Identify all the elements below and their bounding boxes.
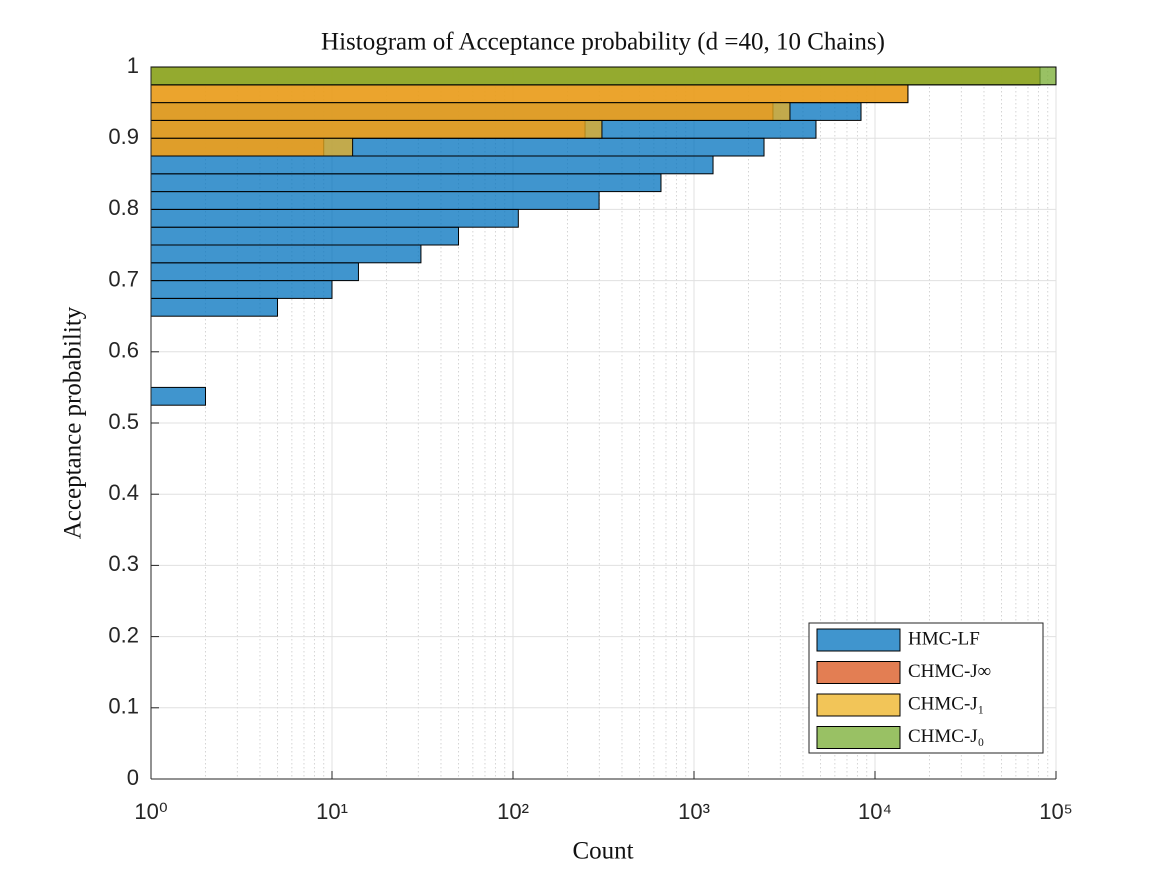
y-tick-label: 0.4 [108,480,139,505]
bar [150,244,422,264]
legend-label: HMC-LF [908,628,980,649]
legend-swatch [816,661,901,684]
x-tick-label: 10² [497,799,529,824]
legend-label: CHMC-J₁ [908,693,984,714]
y-tick-label: 0.3 [108,551,139,576]
bar [150,66,1057,86]
y-tick-label: 0.9 [108,124,139,149]
y-tick-label: 0.5 [108,409,139,434]
bar [150,102,791,121]
chart-title: Histogram of Acceptance probability (d =… [321,29,885,56]
y-tick-label: 0.1 [108,694,139,719]
y-tick-label: 0 [127,765,139,790]
legend-swatch [816,726,901,749]
legend-label: CHMC-J₀ [908,726,984,747]
bar [150,84,909,104]
x-tick-label: 10¹ [316,799,348,824]
bar [150,119,603,139]
y-tick-label: 0.8 [108,195,139,220]
legend-label: CHMC-J∞ [908,661,991,682]
legend-swatch [816,693,901,717]
x-tick-label: 10³ [678,799,710,824]
y-tick-label: 1 [127,53,139,78]
y-axis-label: Acceptance probability [60,306,87,539]
x-tick-label: 10⁵ [1039,799,1073,824]
bar [150,155,714,175]
x-tick-label: 10⁴ [858,799,892,824]
bar [150,386,206,406]
bar [150,173,662,193]
bar [150,262,359,282]
y-tick-label: 0.7 [108,266,139,291]
y-tick-label: 0.6 [108,338,139,363]
bar [150,280,333,299]
bar [150,297,279,317]
x-axis-label: Count [572,838,633,865]
bar [150,226,460,246]
bar [150,191,600,210]
bar [150,208,519,228]
y-tick-label: 0.2 [108,622,139,647]
x-tick-label: 10⁰ [134,799,167,824]
legend-swatch [816,628,901,652]
bar [150,137,354,157]
